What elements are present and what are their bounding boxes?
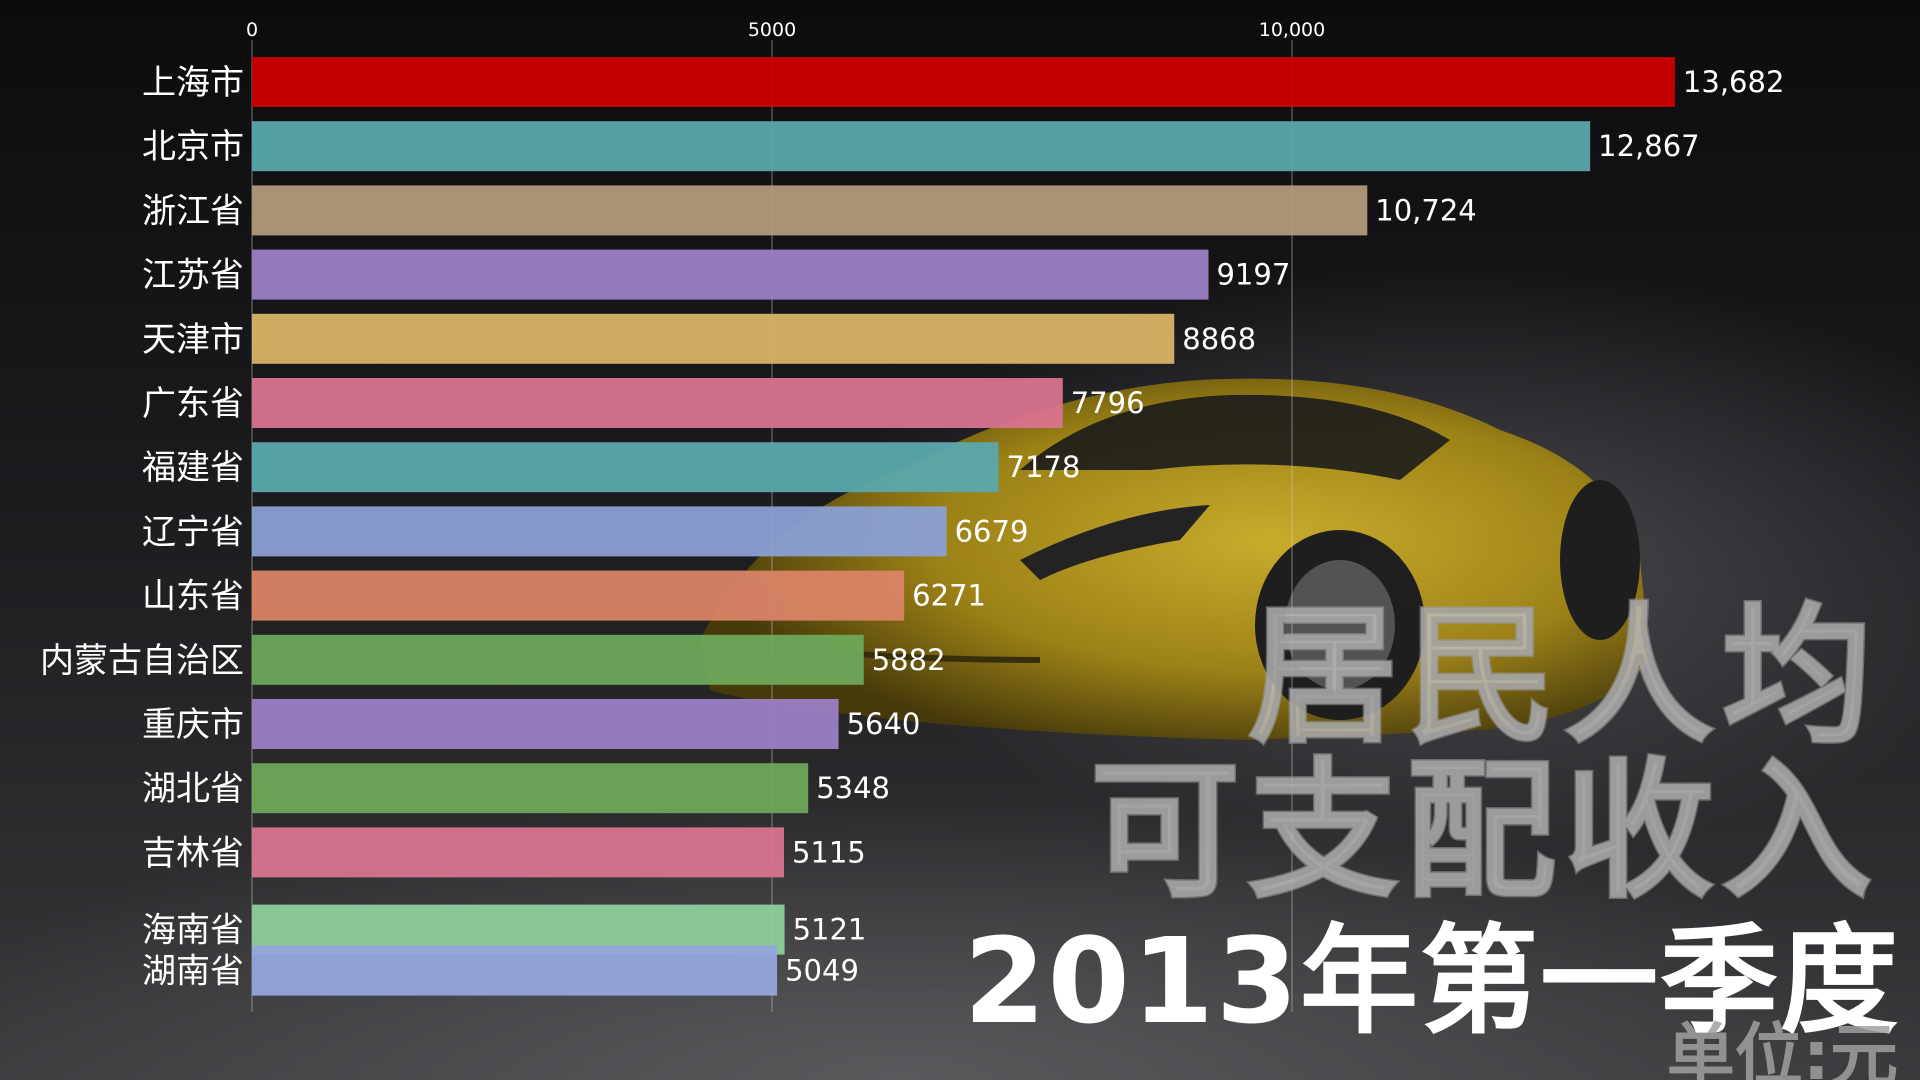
- x-tick-label: 10,000: [1259, 19, 1325, 41]
- bar: [252, 121, 1591, 172]
- category-label: 福建省: [142, 448, 244, 488]
- bar: [252, 185, 1368, 236]
- bar: [252, 763, 809, 814]
- title-line-2: 可支配收入: [1088, 744, 1880, 921]
- category-label: 内蒙古自治区: [40, 641, 244, 681]
- value-label: 5115: [792, 835, 866, 869]
- value-label: 5121: [793, 913, 867, 947]
- bar: [252, 634, 864, 685]
- value-label: 7178: [1007, 450, 1081, 484]
- bar: [252, 570, 905, 621]
- value-label: 8868: [1182, 322, 1256, 356]
- bar: [252, 313, 1175, 364]
- bar: [252, 699, 839, 749]
- category-labels: 上海市北京市浙江省江苏省天津市广东省福建省辽宁省山东省内蒙古自治区重庆市湖北省吉…: [40, 63, 244, 992]
- category-label: 北京市: [142, 127, 244, 167]
- x-tick-label: 5000: [748, 19, 796, 41]
- x-tick-label: 0: [246, 19, 258, 41]
- category-label: 广东省: [142, 384, 244, 424]
- value-label: 13,682: [1683, 65, 1784, 99]
- category-label: 江苏省: [142, 256, 244, 296]
- bar: [252, 378, 1063, 428]
- category-label: 天津市: [142, 320, 244, 360]
- value-label: 10,724: [1375, 193, 1476, 227]
- bar: [252, 57, 1675, 107]
- bar: [252, 442, 999, 493]
- category-label: 上海市: [142, 63, 244, 103]
- value-label: 5049: [785, 954, 859, 988]
- category-label: 湖南省: [142, 952, 244, 992]
- bar: [252, 506, 947, 557]
- value-label: 5348: [816, 771, 890, 805]
- category-label: 湖北省: [142, 769, 244, 809]
- x-axis-ticks: 0 5000 10,000: [246, 19, 1325, 41]
- title-line-1: 居民人均: [1246, 589, 1880, 766]
- category-label: 辽宁省: [142, 512, 244, 552]
- value-label: 6679: [955, 514, 1029, 548]
- bar: [252, 249, 1209, 300]
- value-label: 6271: [912, 579, 986, 613]
- value-labels: 13,682 12,867 10,724 9197 8868 7796 7178 6679 62…: [785, 65, 1784, 988]
- value-label: 12,867: [1598, 129, 1699, 163]
- value-label: 5882: [872, 643, 946, 677]
- value-label: 7796: [1071, 386, 1145, 420]
- category-label: 山东省: [142, 577, 244, 617]
- value-label: 9197: [1216, 258, 1290, 292]
- category-label: 重庆市: [142, 705, 244, 745]
- bar: [252, 945, 778, 996]
- bar: [252, 827, 784, 878]
- category-label: 吉林省: [142, 833, 244, 873]
- category-label: 海南省: [142, 911, 244, 951]
- period-label: 2013年第一季度: [963, 912, 1900, 1050]
- bars: [252, 57, 1675, 996]
- category-label: 浙江省: [142, 191, 244, 231]
- value-label: 5640: [847, 707, 921, 741]
- unit-label: 单位:元: [1666, 1017, 1898, 1080]
